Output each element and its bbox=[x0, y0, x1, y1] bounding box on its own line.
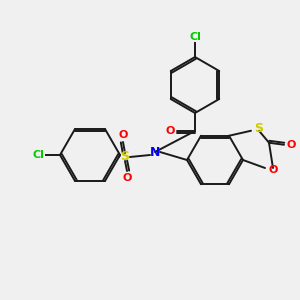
Text: O: O bbox=[122, 173, 132, 183]
Text: N: N bbox=[150, 146, 160, 158]
Text: Cl: Cl bbox=[189, 32, 201, 42]
Text: O: O bbox=[118, 130, 128, 140]
Text: S: S bbox=[254, 122, 263, 135]
Text: S: S bbox=[121, 151, 130, 164]
Text: O: O bbox=[286, 140, 296, 150]
Text: O: O bbox=[268, 165, 278, 175]
Text: Cl: Cl bbox=[32, 150, 44, 160]
Text: O: O bbox=[165, 126, 175, 136]
